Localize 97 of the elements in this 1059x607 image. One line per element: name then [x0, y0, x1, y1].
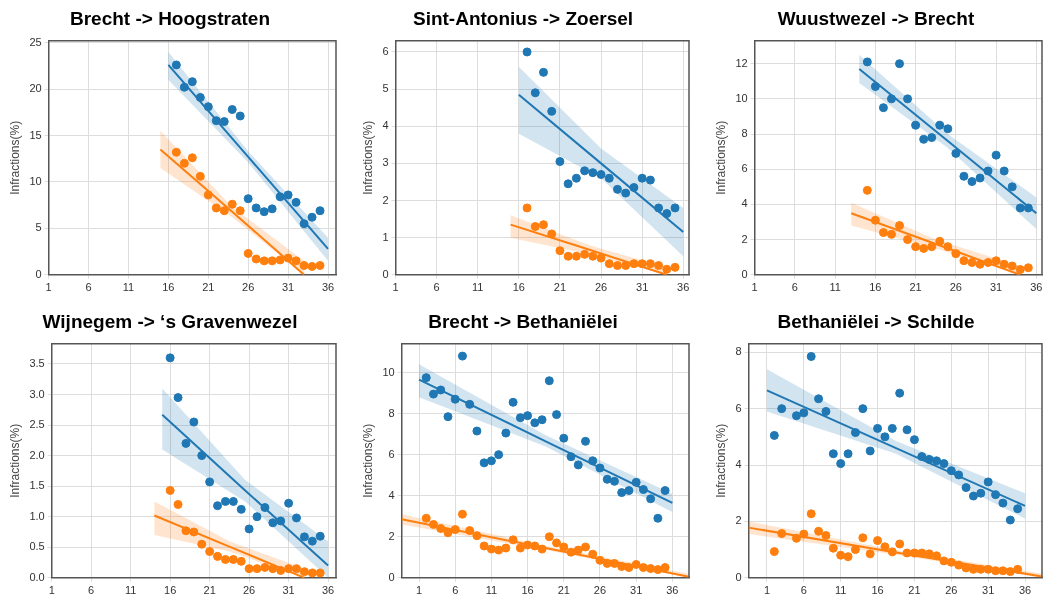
x-tick-label: 21 [908, 584, 921, 597]
y-tick-label: 2 [735, 514, 742, 527]
y-tick-label: 6 [388, 447, 395, 460]
y-axis-title: Infractions(%) [713, 120, 728, 195]
x-tick-label: 31 [989, 281, 1003, 294]
x-tick-label: 31 [281, 281, 295, 294]
y-tick-label: 4 [388, 488, 395, 501]
y-tick-label: 8 [741, 127, 748, 140]
x-tick-label: 1 [415, 584, 423, 597]
y-tick-label: 10 [382, 365, 395, 378]
y-tick-label: 2.0 [29, 448, 45, 461]
x-tick-label: 11 [122, 281, 135, 294]
y-tick-label: 6 [735, 401, 742, 414]
y-tick-label: 2 [388, 529, 395, 542]
y-tick-label: 4 [741, 197, 748, 210]
y-axis-title: Infractions(%) [7, 423, 22, 498]
y-tick-label: 12 [735, 56, 748, 69]
x-tick-label: 16 [162, 281, 175, 294]
y-tick-label: 2 [741, 232, 748, 245]
x-tick-label: 21 [553, 281, 567, 294]
y-tick-label: 10 [735, 91, 748, 104]
y-tick-label: 0 [388, 570, 395, 583]
y-tick-label: 0.5 [29, 540, 45, 553]
chart-title: Brecht -> Hoogstraten [69, 7, 271, 29]
y-tick-label: 3.0 [29, 387, 45, 400]
y-tick-label: 1.5 [29, 479, 45, 492]
x-tick-label: 1 [48, 584, 55, 597]
x-tick-label: 6 [452, 584, 459, 597]
y-tick-label: 5 [35, 221, 42, 234]
y-tick-label: 0 [741, 267, 748, 280]
y-tick-label: 0 [382, 267, 389, 280]
y-tick-label: 10 [29, 174, 42, 187]
x-tick-label: 26 [594, 281, 608, 294]
y-tick-label: 3.5 [29, 356, 45, 369]
x-tick-label: 21 [202, 281, 215, 294]
x-tick-label: 26 [593, 584, 607, 597]
chart-title: Brecht -> Bethaniëlei [428, 310, 618, 332]
y-tick-label: 6 [382, 44, 389, 57]
x-tick-label: 21 [909, 281, 922, 294]
x-tick-label: 1 [763, 584, 771, 597]
y-axis-title: Infractions(%) [360, 120, 375, 195]
y-tick-label: 1.0 [29, 509, 45, 522]
x-tick-label: 31 [636, 281, 649, 294]
y-tick-label: 4 [735, 458, 742, 471]
x-tick-label: 11 [485, 584, 498, 597]
x-tick-label: 11 [834, 584, 847, 597]
chart-title: Wijnegem -> ‘s Gravenwezel [42, 310, 298, 332]
x-tick-label: 36 [1030, 281, 1043, 294]
y-tick-label: 3 [382, 156, 389, 169]
y-tick-label: 0.0 [29, 570, 45, 583]
y-tick-label: 20 [29, 82, 42, 95]
y-tick-label: 8 [388, 406, 395, 419]
x-tick-label: 6 [433, 281, 440, 294]
x-tick-label: 16 [164, 584, 177, 597]
x-tick-label: 26 [949, 281, 962, 294]
y-tick-label: 6 [741, 162, 748, 175]
x-tick-label: 11 [472, 281, 484, 294]
x-tick-label: 6 [791, 281, 798, 294]
y-tick-label: 0 [735, 570, 742, 583]
x-tick-label: 31 [982, 584, 995, 597]
x-tick-label: 36 [321, 584, 335, 597]
x-tick-label: 11 [124, 584, 137, 597]
x-tick-label: 31 [630, 584, 643, 597]
chart-title: Bethaniëlei -> Schilde [777, 310, 975, 332]
y-tick-label: 5 [382, 82, 389, 95]
x-tick-label: 36 [666, 584, 679, 597]
x-tick-label: 1 [751, 281, 758, 294]
y-tick-label: 0 [35, 267, 42, 280]
x-tick-label: 26 [945, 584, 958, 597]
chart-title: Wuustwezel -> Brecht [777, 7, 975, 29]
x-tick-label: 6 [88, 584, 95, 597]
y-tick-label: 4 [382, 119, 389, 132]
x-tick-label: 16 [869, 281, 882, 294]
x-tick-label: 16 [521, 584, 534, 597]
x-tick-label: 6 [85, 281, 92, 294]
x-tick-label: 21 [203, 584, 216, 597]
y-tick-label: 2.5 [29, 418, 45, 431]
x-tick-label: 36 [677, 281, 690, 294]
x-tick-label: 36 [1018, 584, 1032, 597]
x-tick-label: 36 [321, 281, 335, 294]
y-tick-label: 8 [735, 345, 742, 358]
x-tick-label: 16 [512, 281, 525, 294]
y-tick-label: 15 [29, 128, 42, 141]
y-tick-label: 1 [382, 230, 389, 243]
x-tick-label: 26 [242, 281, 255, 294]
x-tick-label: 11 [829, 281, 841, 294]
x-tick-label: 6 [800, 584, 807, 597]
x-tick-label: 16 [871, 584, 884, 597]
x-tick-label: 21 [557, 584, 570, 597]
y-axis-title: Infractions(%) [713, 423, 728, 498]
x-tick-label: 31 [282, 584, 295, 597]
y-axis-title: Infractions(%) [7, 120, 22, 195]
y-axis-title: Infractions(%) [360, 423, 375, 498]
y-tick-label: 2 [382, 193, 389, 206]
x-tick-label: 26 [243, 584, 256, 597]
chart-title: Sint-Antonius -> Zoersel [412, 7, 634, 29]
y-tick-label: 25 [29, 35, 42, 48]
